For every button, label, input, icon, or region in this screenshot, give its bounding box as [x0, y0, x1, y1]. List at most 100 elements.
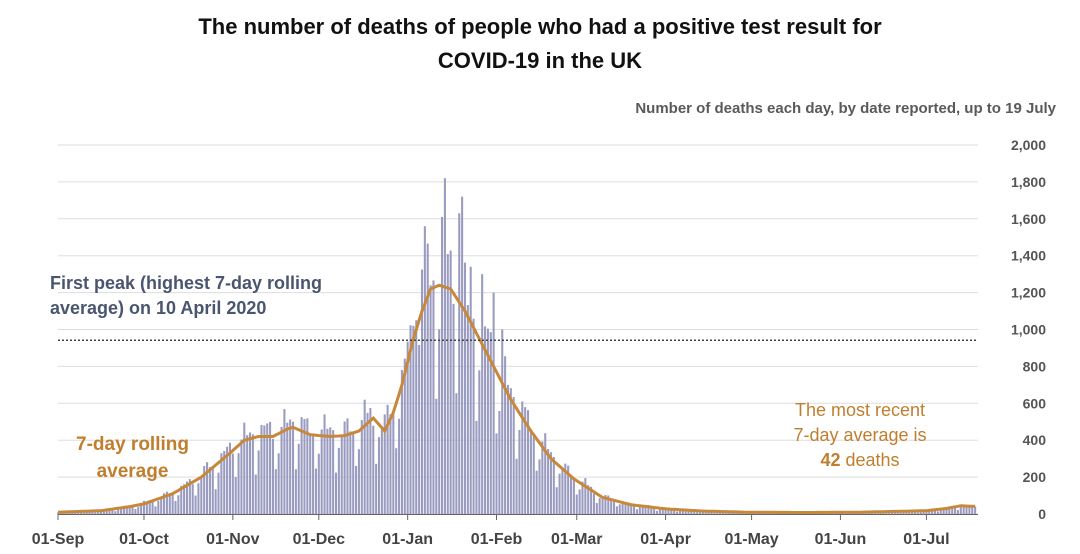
- bar: [526, 410, 530, 514]
- bar: [263, 425, 266, 514]
- bar: [306, 418, 309, 514]
- bar: [251, 434, 254, 514]
- recent-line2: 7-day average is: [793, 425, 927, 445]
- bar: [624, 502, 627, 514]
- bar: [320, 429, 323, 514]
- chart-title-line1: The number of deaths of people who had a…: [198, 14, 882, 39]
- bar: [234, 477, 237, 514]
- bar: [163, 493, 166, 514]
- bar: [472, 318, 475, 514]
- bar: [486, 328, 489, 514]
- bar: [495, 433, 498, 514]
- bar: [183, 484, 186, 514]
- bar: [575, 494, 578, 514]
- bar: [214, 489, 217, 514]
- bar: [698, 511, 702, 514]
- y-tick-label: 400: [1023, 432, 1047, 448]
- bar: [337, 447, 340, 514]
- bar: [412, 325, 415, 514]
- recent-line1: The most recent: [794, 400, 926, 420]
- bar: [592, 493, 595, 514]
- bar: [271, 438, 274, 514]
- recent-suffix: deaths: [840, 450, 900, 470]
- bar: [142, 500, 146, 514]
- bar: [567, 465, 570, 514]
- bar: [168, 493, 171, 514]
- bar: [719, 512, 722, 514]
- y-tick-label: 1,000: [1011, 322, 1046, 338]
- bar: [670, 508, 673, 514]
- bar: [939, 510, 942, 514]
- bar: [349, 431, 352, 514]
- bar: [959, 507, 962, 514]
- bar: [366, 412, 369, 514]
- bar: [916, 512, 919, 514]
- bar: [297, 443, 300, 514]
- bar: [128, 506, 131, 514]
- bar: [91, 511, 94, 514]
- bar: [716, 512, 719, 514]
- bar: [377, 437, 381, 514]
- bar: [94, 512, 97, 514]
- bar: [177, 495, 180, 514]
- bar: [610, 498, 613, 514]
- bar: [226, 446, 229, 514]
- bar: [681, 509, 684, 514]
- bar: [475, 420, 478, 514]
- bar: [257, 450, 260, 514]
- bar: [418, 344, 421, 514]
- bar: [933, 509, 937, 514]
- bar: [269, 421, 272, 514]
- bar: [667, 508, 670, 514]
- recent-value: 42: [820, 450, 841, 470]
- bar: [312, 436, 315, 514]
- bar: [974, 506, 977, 514]
- bar: [529, 429, 532, 514]
- bar: [641, 505, 644, 514]
- bar: [621, 501, 624, 514]
- bar: [615, 506, 618, 514]
- bar: [56, 512, 60, 514]
- bar: [125, 505, 128, 514]
- chart-subtitle: Number of deaths each day, by date repor…: [635, 100, 1056, 117]
- bar: [220, 453, 223, 514]
- x-tick-label: 01-Jun: [815, 531, 867, 548]
- bar: [317, 453, 320, 514]
- bar: [538, 459, 541, 514]
- x-tick-label: 01-Sep: [32, 531, 85, 548]
- bar: [389, 414, 392, 514]
- bar: [180, 485, 183, 514]
- x-axis: 01-Sep 01-Oct 01-Nov 01-Dec 01-Jan 01-Feb 01-M…: [32, 514, 978, 548]
- bar: [246, 435, 249, 514]
- bar: [240, 439, 243, 514]
- bar: [644, 504, 647, 514]
- bar: [283, 409, 286, 514]
- bar: [248, 432, 252, 514]
- bar: [555, 487, 558, 514]
- bar: [466, 305, 469, 514]
- bar: [962, 504, 965, 514]
- bar: [590, 486, 593, 514]
- bar: [122, 506, 125, 514]
- bar: [145, 501, 148, 514]
- bar: [572, 478, 575, 514]
- bar: [931, 509, 934, 514]
- bar: [289, 419, 292, 514]
- bar: [423, 226, 426, 514]
- bar: [340, 436, 343, 514]
- bar: [174, 500, 177, 514]
- bar: [314, 468, 317, 514]
- bar: [968, 504, 971, 514]
- bar: [200, 476, 203, 514]
- bar: [375, 463, 378, 514]
- bar: [157, 500, 160, 514]
- bar: [564, 463, 567, 514]
- bar: [108, 508, 111, 514]
- bar: [409, 325, 412, 514]
- bar: [693, 510, 696, 514]
- bar: [323, 414, 326, 514]
- bar: [598, 498, 601, 514]
- bar: [206, 462, 209, 514]
- bar: [532, 436, 535, 514]
